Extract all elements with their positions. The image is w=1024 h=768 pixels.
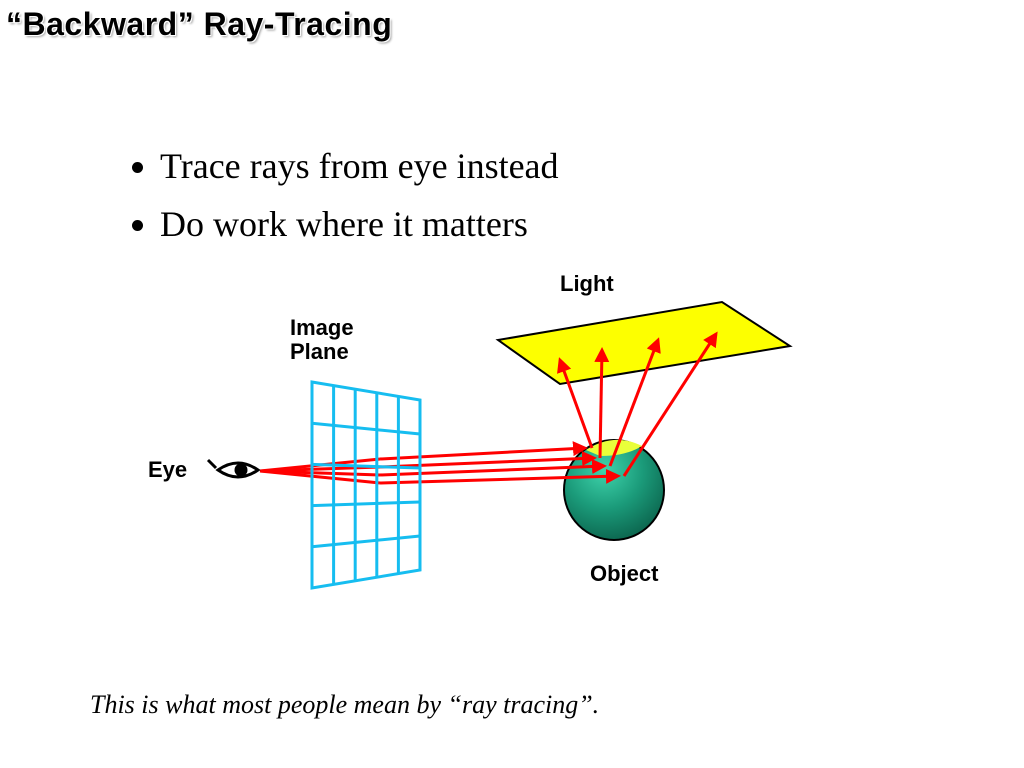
- raytracing-diagram: [0, 0, 1024, 768]
- label-image-plane-line1: Image: [290, 315, 354, 340]
- label-eye: Eye: [148, 458, 187, 482]
- footnote-text: This is what most people mean by “ray tr…: [90, 690, 599, 720]
- eye-icon: [208, 460, 258, 477]
- label-image-plane-line2: Plane: [290, 339, 349, 364]
- label-object: Object: [590, 562, 658, 586]
- light-panel: [498, 302, 790, 384]
- label-light: Light: [560, 272, 614, 296]
- label-image-plane: Image Plane: [290, 316, 354, 364]
- image-plane-grid: [312, 382, 420, 588]
- rays-eye-to-plane: [260, 459, 380, 483]
